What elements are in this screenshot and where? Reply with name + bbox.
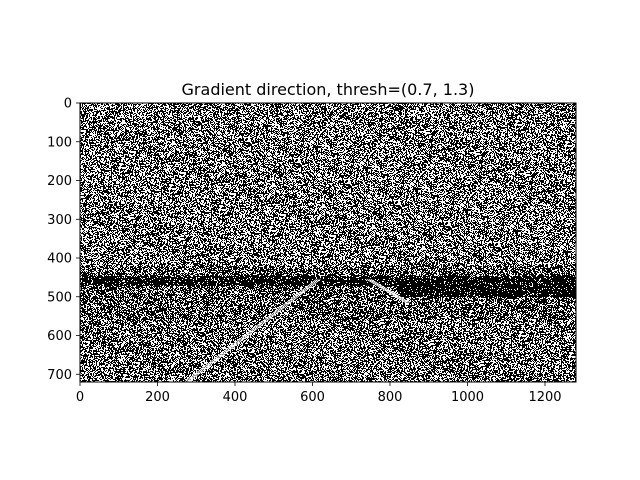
- x-tick-label: 0: [76, 390, 84, 405]
- x-tick-label: 400: [223, 390, 248, 405]
- chart-title: Gradient direction, thresh=(0.7, 1.3): [182, 80, 475, 99]
- image-panel: [80, 103, 576, 382]
- y-tick-label: 300: [47, 213, 72, 228]
- x-tick-label: 800: [378, 390, 403, 405]
- x-tick-label: 600: [300, 390, 325, 405]
- x-tick-label: 200: [145, 390, 170, 405]
- plot-frame: [79, 102, 577, 383]
- y-axis: 0 100 200 300 400 500 600 700: [47, 97, 80, 383]
- y-tick-label: 100: [47, 135, 72, 150]
- x-tick-label: 1200: [528, 390, 561, 405]
- gradient-mask-image: [80, 103, 576, 382]
- x-axis: 0 200 400 600 800 1000 1200: [76, 382, 562, 405]
- y-tick-label: 700: [47, 368, 72, 383]
- y-tick-label: 500: [47, 290, 72, 305]
- y-tick-label: 0: [64, 97, 72, 112]
- y-tick-label: 200: [47, 174, 72, 189]
- x-tick-label: 1000: [451, 390, 484, 405]
- y-tick-label: 600: [47, 329, 72, 344]
- y-tick-label: 400: [47, 252, 72, 267]
